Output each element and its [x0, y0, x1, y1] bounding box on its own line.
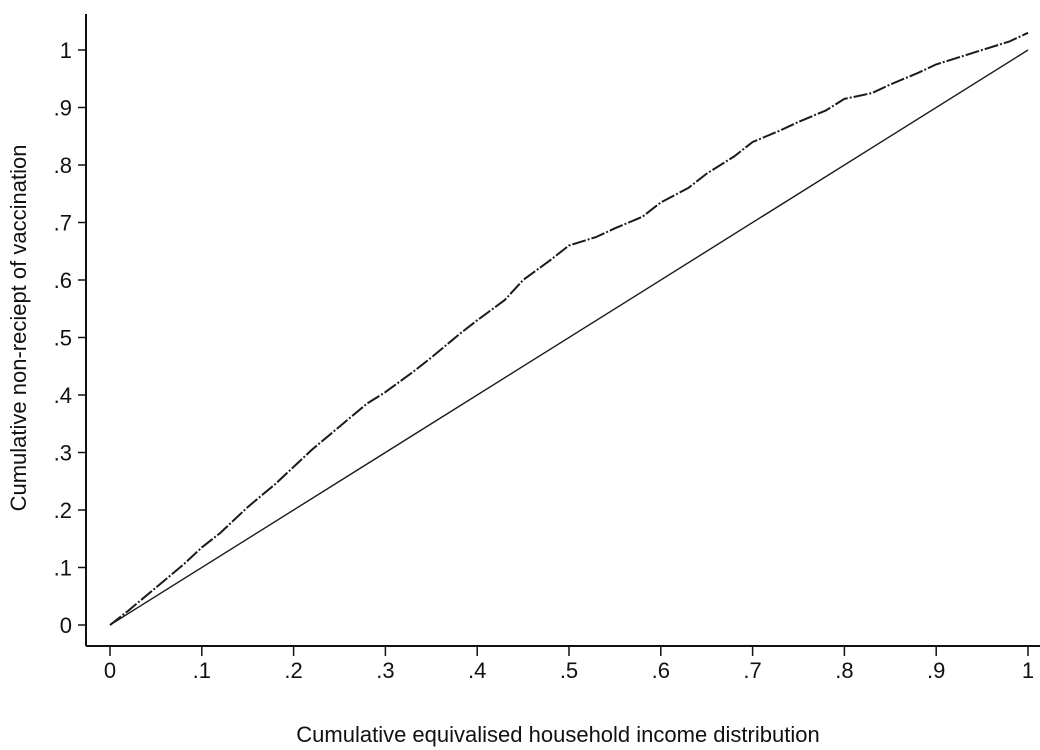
x-tick-label: .8	[835, 658, 853, 683]
y-tick-label: .6	[54, 268, 72, 293]
x-tick-label: .9	[927, 658, 945, 683]
x-axis-title: Cumulative equivalised household income …	[296, 722, 819, 747]
x-tick-label: 0	[104, 658, 116, 683]
y-tick-label: .2	[54, 498, 72, 523]
y-tick-label: .3	[54, 441, 72, 466]
x-tick-label: .2	[284, 658, 302, 683]
concentration-curve	[109, 31, 1029, 626]
y-tick-label: 1	[60, 38, 72, 63]
y-tick-label: .8	[54, 153, 72, 178]
y-tick-label: .1	[54, 556, 72, 581]
y-tick-label: .7	[54, 211, 72, 236]
y-axis-title: Cumulative non-reciept of vaccination	[6, 145, 31, 512]
plot-area	[109, 31, 1029, 626]
line-of-equality	[109, 49, 1029, 626]
y-tick-label: .4	[54, 383, 72, 408]
axes: 0 .1 .2 .3 .4 .5 .6 .7 .8 .9 1 0 .1 .2 .3 .4 .5 .6 .7 .8 .9 1	[54, 14, 1040, 683]
y-tick-label: 0	[60, 613, 72, 638]
x-tick-label: .7	[743, 658, 761, 683]
y-tick-label: .9	[54, 96, 72, 121]
x-tick-label: 1	[1022, 658, 1034, 683]
x-tick-label: .3	[376, 658, 394, 683]
y-tick-label: .5	[54, 326, 72, 351]
x-tick-label: .1	[193, 658, 211, 683]
x-tick-label: .5	[560, 658, 578, 683]
x-tick-label: .6	[652, 658, 670, 683]
x-tick-label: .4	[468, 658, 486, 683]
